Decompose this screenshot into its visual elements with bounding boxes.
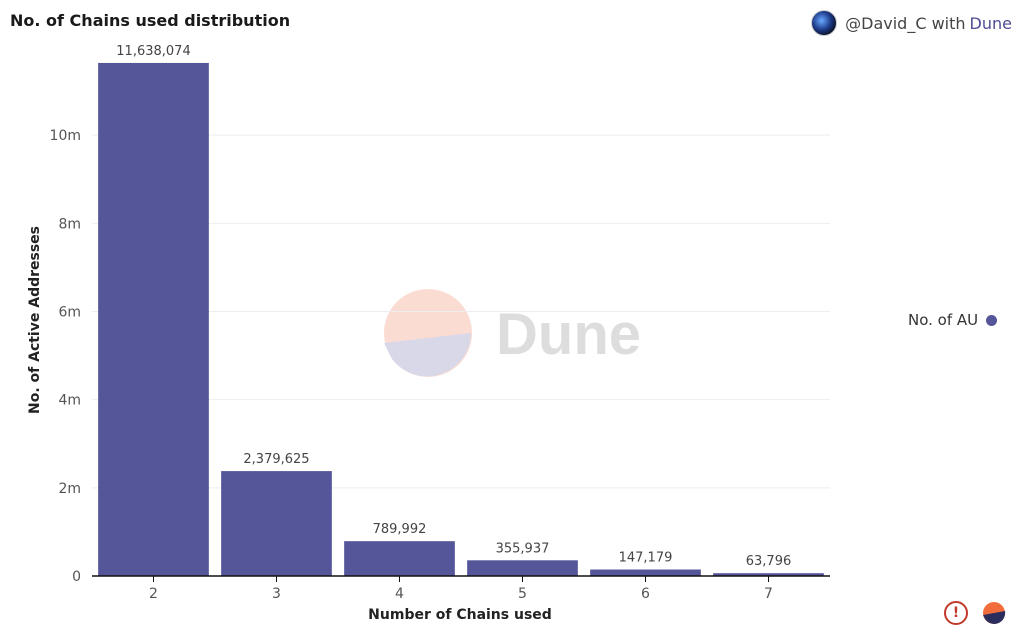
gridlines [92,134,830,489]
legend[interactable]: No. of AU [908,311,998,329]
attribution[interactable]: @David_C with Dune [811,10,1012,36]
bars [98,62,824,577]
x-tick-label: 5 [518,586,527,602]
attribution-user: @David_C with [845,13,966,33]
y-axis-ticks: 0 2m 4m 6m 8m 10m [50,128,81,585]
x-tick-label: 4 [395,586,404,602]
x-axis-ticks: 2 3 4 5 6 7 [149,576,773,602]
x-tick-label: 7 [764,586,773,602]
chart-title: No. of Chains used distribution [10,11,291,30]
y-tick-label: 2m [58,481,81,497]
avatar [811,10,838,36]
bar [713,573,824,576]
bar [221,471,332,576]
footer-icons: ! [944,601,1006,625]
x-tick-label: 3 [272,586,281,602]
data-labels: 11,638,074 2,379,625 789,992 355,937 147,179… [116,44,791,569]
dune-logo-icon[interactable] [982,601,1006,625]
bar [344,541,455,576]
y-tick-label: 4m [58,393,81,409]
x-tick-label: 6 [641,586,650,602]
watermark-text: Dune [496,302,641,367]
bar-value-label: 63,796 [746,554,792,569]
exclamation-circle-icon[interactable]: ! [944,601,968,625]
y-tick-label: 8m [58,216,81,232]
bar-value-label: 147,179 [619,551,673,566]
bar [98,62,209,577]
dune-link[interactable]: Dune [969,13,1012,33]
legend-label: No. of AU [908,311,979,329]
x-axis-label: Number of Chains used [368,607,552,623]
x-tick-label: 2 [149,586,158,602]
bar-value-label: 2,379,625 [243,452,309,467]
bar-value-label: 11,638,074 [116,44,190,59]
y-tick-label: 0 [72,569,81,585]
bar [467,560,578,576]
y-tick-label: 10m [50,128,81,144]
bar [590,569,701,576]
bar-value-label: 789,992 [373,522,427,537]
y-axis-label: No. of Active Addresses [27,226,43,414]
legend-marker [986,314,998,326]
y-tick-label: 6m [58,305,81,321]
dune-watermark: Dune [384,289,641,377]
bar-value-label: 355,937 [496,541,550,556]
